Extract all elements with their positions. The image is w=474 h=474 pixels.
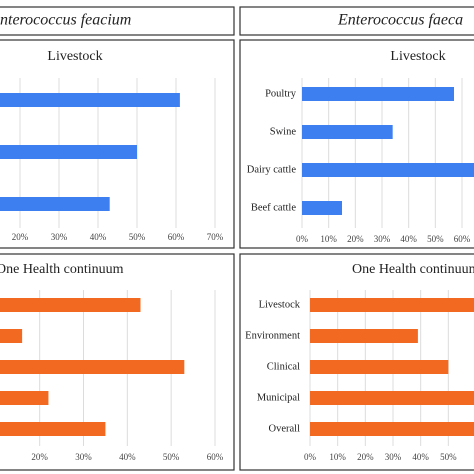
chart-title: Livestock (47, 49, 102, 64)
bar (310, 329, 418, 343)
x-tick-label: 0% (296, 234, 309, 244)
header-box (239, 6, 474, 36)
bar (0, 391, 49, 405)
category-label: Municipal (257, 392, 300, 403)
x-tick-label: 10% (320, 234, 337, 244)
x-tick-label: 50% (129, 232, 146, 242)
chart: Livestock 0% 10% 20% 30% 40% 50% 60% Poultry Swin… (247, 49, 474, 244)
bar (310, 422, 474, 436)
panel-box (0, 253, 235, 471)
x-tick-label: 60% (168, 232, 185, 242)
x-tick-label: 20% (12, 232, 29, 242)
bar (0, 93, 180, 107)
x-tick-label: 20% (357, 452, 374, 462)
category-label: Clinical (267, 361, 300, 372)
panel-box (0, 39, 235, 249)
bar (302, 163, 474, 177)
bar (310, 298, 474, 312)
panel-box (239, 39, 474, 249)
chart-title: Livestock (390, 49, 445, 64)
chart-title: One Health continuum (352, 262, 474, 277)
x-tick-label: 20% (347, 234, 364, 244)
x-tick-label: 10% (329, 452, 346, 462)
chart: One Health continuum 0% 10% 20% 30% 40% 50% Liv… (245, 262, 474, 462)
x-tick-label: 60% (207, 452, 224, 462)
category-label: Beef cattle (251, 202, 297, 213)
bar (310, 391, 474, 405)
bar (302, 87, 454, 101)
bar (0, 145, 137, 159)
x-tick-label: 30% (385, 452, 402, 462)
bar (302, 201, 342, 215)
bar (0, 422, 106, 436)
chart: One Health continuum 20% 30% 40% 50% 60% (0, 262, 224, 462)
x-tick-label: 30% (374, 234, 391, 244)
x-tick-label: 70% (207, 232, 224, 242)
x-tick-label: 50% (440, 452, 457, 462)
x-tick-label: 40% (90, 232, 107, 242)
bar (310, 360, 449, 374)
bar (0, 298, 141, 312)
category-label: Overall (269, 423, 301, 434)
x-tick-label: 30% (75, 452, 92, 462)
bar (0, 360, 185, 374)
x-tick-label: 50% (163, 452, 180, 462)
category-label: Poultry (265, 88, 297, 99)
category-label: Swine (270, 126, 297, 137)
chart-title: One Health continuum (0, 262, 124, 277)
x-tick-label: 0% (304, 452, 317, 462)
x-tick-label: 60% (454, 234, 471, 244)
x-tick-label: 30% (51, 232, 68, 242)
x-tick-label: 20% (31, 452, 48, 462)
category-label: Dairy cattle (247, 164, 297, 175)
panel-box (239, 253, 474, 471)
header-box (0, 6, 235, 36)
x-tick-label: 40% (412, 452, 429, 462)
x-tick-label: 40% (119, 452, 136, 462)
category-label: Environment (245, 330, 300, 341)
category-label: Livestock (259, 299, 301, 310)
header: nterococcus feacium (0, 12, 131, 29)
bar (0, 329, 23, 343)
chart: Livestock 20% 30% 40% 50% 60% 70% (0, 49, 224, 242)
x-tick-label: 40% (400, 234, 417, 244)
header: Enterococcus faeca (337, 12, 463, 29)
x-tick-label: 50% (427, 234, 444, 244)
bar (302, 125, 393, 139)
bar (0, 197, 110, 211)
